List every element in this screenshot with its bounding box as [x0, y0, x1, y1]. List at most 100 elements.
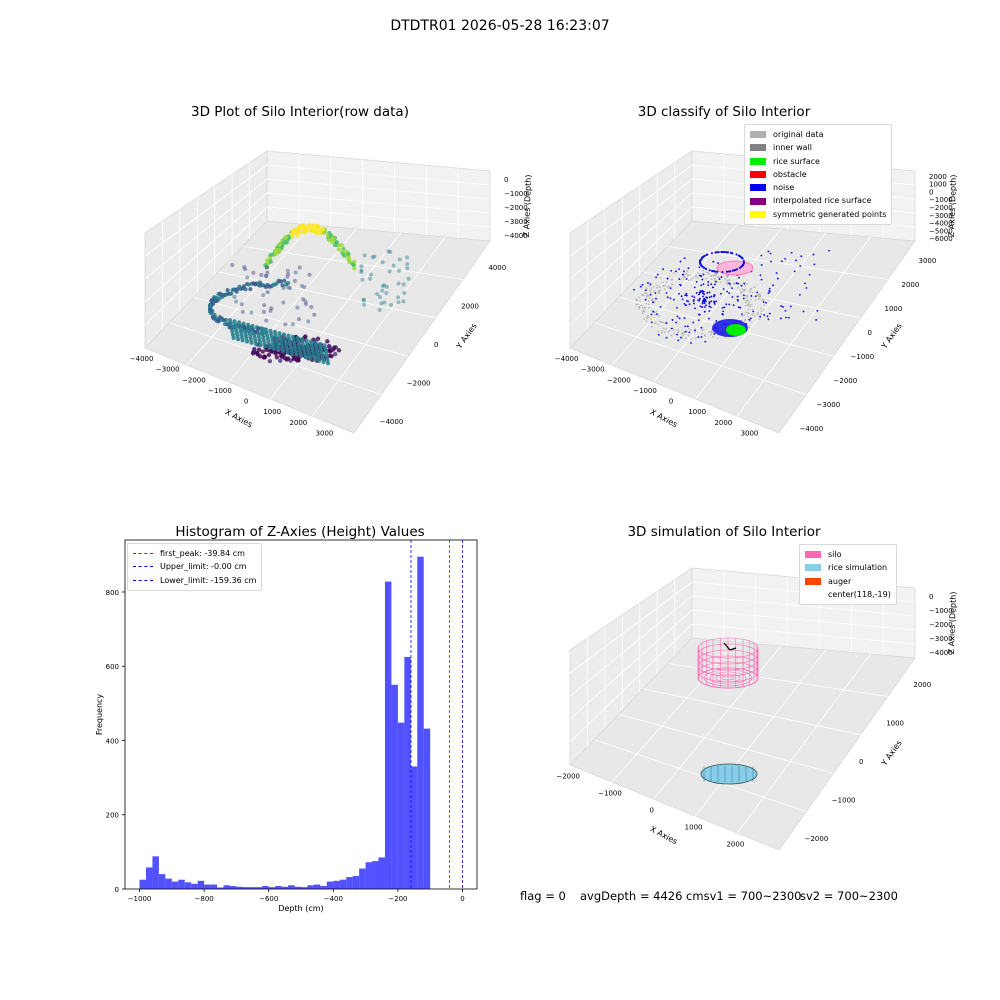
- silo-floor-ring: [715, 673, 741, 683]
- data-point: [715, 273, 717, 276]
- grid-line: [594, 739, 807, 812]
- y-tick-label: −2000: [407, 379, 431, 387]
- data-point: [301, 346, 306, 351]
- data-point: [239, 328, 244, 333]
- data-point: [691, 277, 694, 279]
- data-point: [681, 333, 683, 335]
- data-point: [261, 338, 266, 343]
- grid-line: [569, 581, 693, 674]
- data-point: [800, 255, 803, 258]
- data-point: [686, 270, 688, 272]
- z-tick-label: −2000: [929, 621, 953, 629]
- data-point: [736, 268, 739, 271]
- data-point: [716, 272, 718, 275]
- data-point: [702, 290, 705, 293]
- data-point: [692, 300, 695, 302]
- data-point: [278, 279, 283, 284]
- legend-line: [133, 566, 153, 568]
- data-point: [279, 245, 284, 250]
- data-point: [723, 306, 726, 309]
- histogram-bar: [171, 881, 179, 889]
- data-point: [690, 338, 693, 341]
- data-point: [767, 250, 770, 253]
- legend-item-auger: auger: [805, 575, 891, 588]
- data-point: [762, 301, 765, 303]
- data-point: [645, 320, 648, 322]
- data-point: [261, 309, 266, 314]
- data-point: [697, 336, 700, 339]
- data-point: [347, 260, 352, 265]
- data-point: [750, 303, 753, 306]
- histogram-bar: [139, 879, 146, 889]
- data-point: [647, 300, 650, 302]
- data-point: [315, 230, 320, 235]
- data-point: [279, 343, 284, 348]
- histogram-bar: [255, 887, 263, 889]
- histogram-bar: [145, 867, 153, 889]
- data-point: [687, 267, 690, 270]
- data-point: [379, 301, 384, 306]
- data-point: [223, 318, 228, 323]
- data-point: [315, 349, 320, 354]
- data-point: [257, 280, 262, 285]
- data-point: [269, 306, 274, 311]
- grid-line: [691, 609, 916, 631]
- data-point: [682, 276, 685, 279]
- data-point: [761, 298, 763, 301]
- data-point: [346, 251, 351, 256]
- data-point: [307, 272, 312, 277]
- data-point: [359, 264, 364, 269]
- data-point: [321, 360, 326, 364]
- data-point: [689, 274, 691, 277]
- data-point: [683, 302, 686, 305]
- data-point: [281, 286, 286, 291]
- data-point: [698, 266, 701, 269]
- data-point: [328, 348, 333, 354]
- data-point: [693, 302, 695, 305]
- x-tick-label: 0: [669, 398, 673, 406]
- data-point: [664, 331, 666, 333]
- data-point: [290, 322, 295, 327]
- data-point: [278, 334, 283, 339]
- data-point: [283, 240, 288, 245]
- data-point: [749, 290, 751, 293]
- data-point: [768, 290, 771, 293]
- data-point: [659, 277, 662, 279]
- data-point: [324, 352, 329, 357]
- data-point: [735, 282, 738, 284]
- data-point: [740, 256, 743, 259]
- y-axis-label: Frequency: [95, 694, 104, 736]
- x-axis-label: X Axies: [649, 407, 679, 429]
- data-point: [314, 343, 319, 348]
- data-point: [647, 282, 649, 284]
- data-point: [752, 312, 755, 315]
- data-point: [716, 280, 719, 283]
- histogram-bar: [249, 887, 256, 889]
- silo-floor-ring: [721, 675, 735, 681]
- data-point: [747, 304, 750, 306]
- data-point: [685, 272, 687, 275]
- data-point: [748, 326, 750, 329]
- data-point: [688, 331, 691, 334]
- z-tick-label: −1000: [504, 190, 528, 198]
- legend-swatch: [750, 171, 766, 179]
- data-point: [297, 348, 302, 352]
- data-point: [308, 356, 313, 361]
- data-point: [664, 284, 666, 287]
- data-point: [704, 306, 706, 308]
- data-point: [714, 280, 717, 283]
- simulation-panel-title: 3D simulation of Silo Interior: [627, 524, 821, 540]
- legend-item-obstacle: obstacle: [750, 168, 886, 181]
- data-point: [654, 313, 657, 316]
- data-point: [692, 321, 695, 324]
- data-point: [705, 271, 708, 273]
- y-tick-label: 600: [106, 663, 119, 671]
- grid-line: [144, 178, 268, 280]
- data-point: [263, 344, 268, 349]
- data-point: [684, 325, 687, 328]
- data-point: [741, 288, 743, 290]
- grid-line: [218, 271, 436, 319]
- data-point: [264, 273, 269, 278]
- data-point: [700, 275, 703, 277]
- data-point: [242, 265, 247, 270]
